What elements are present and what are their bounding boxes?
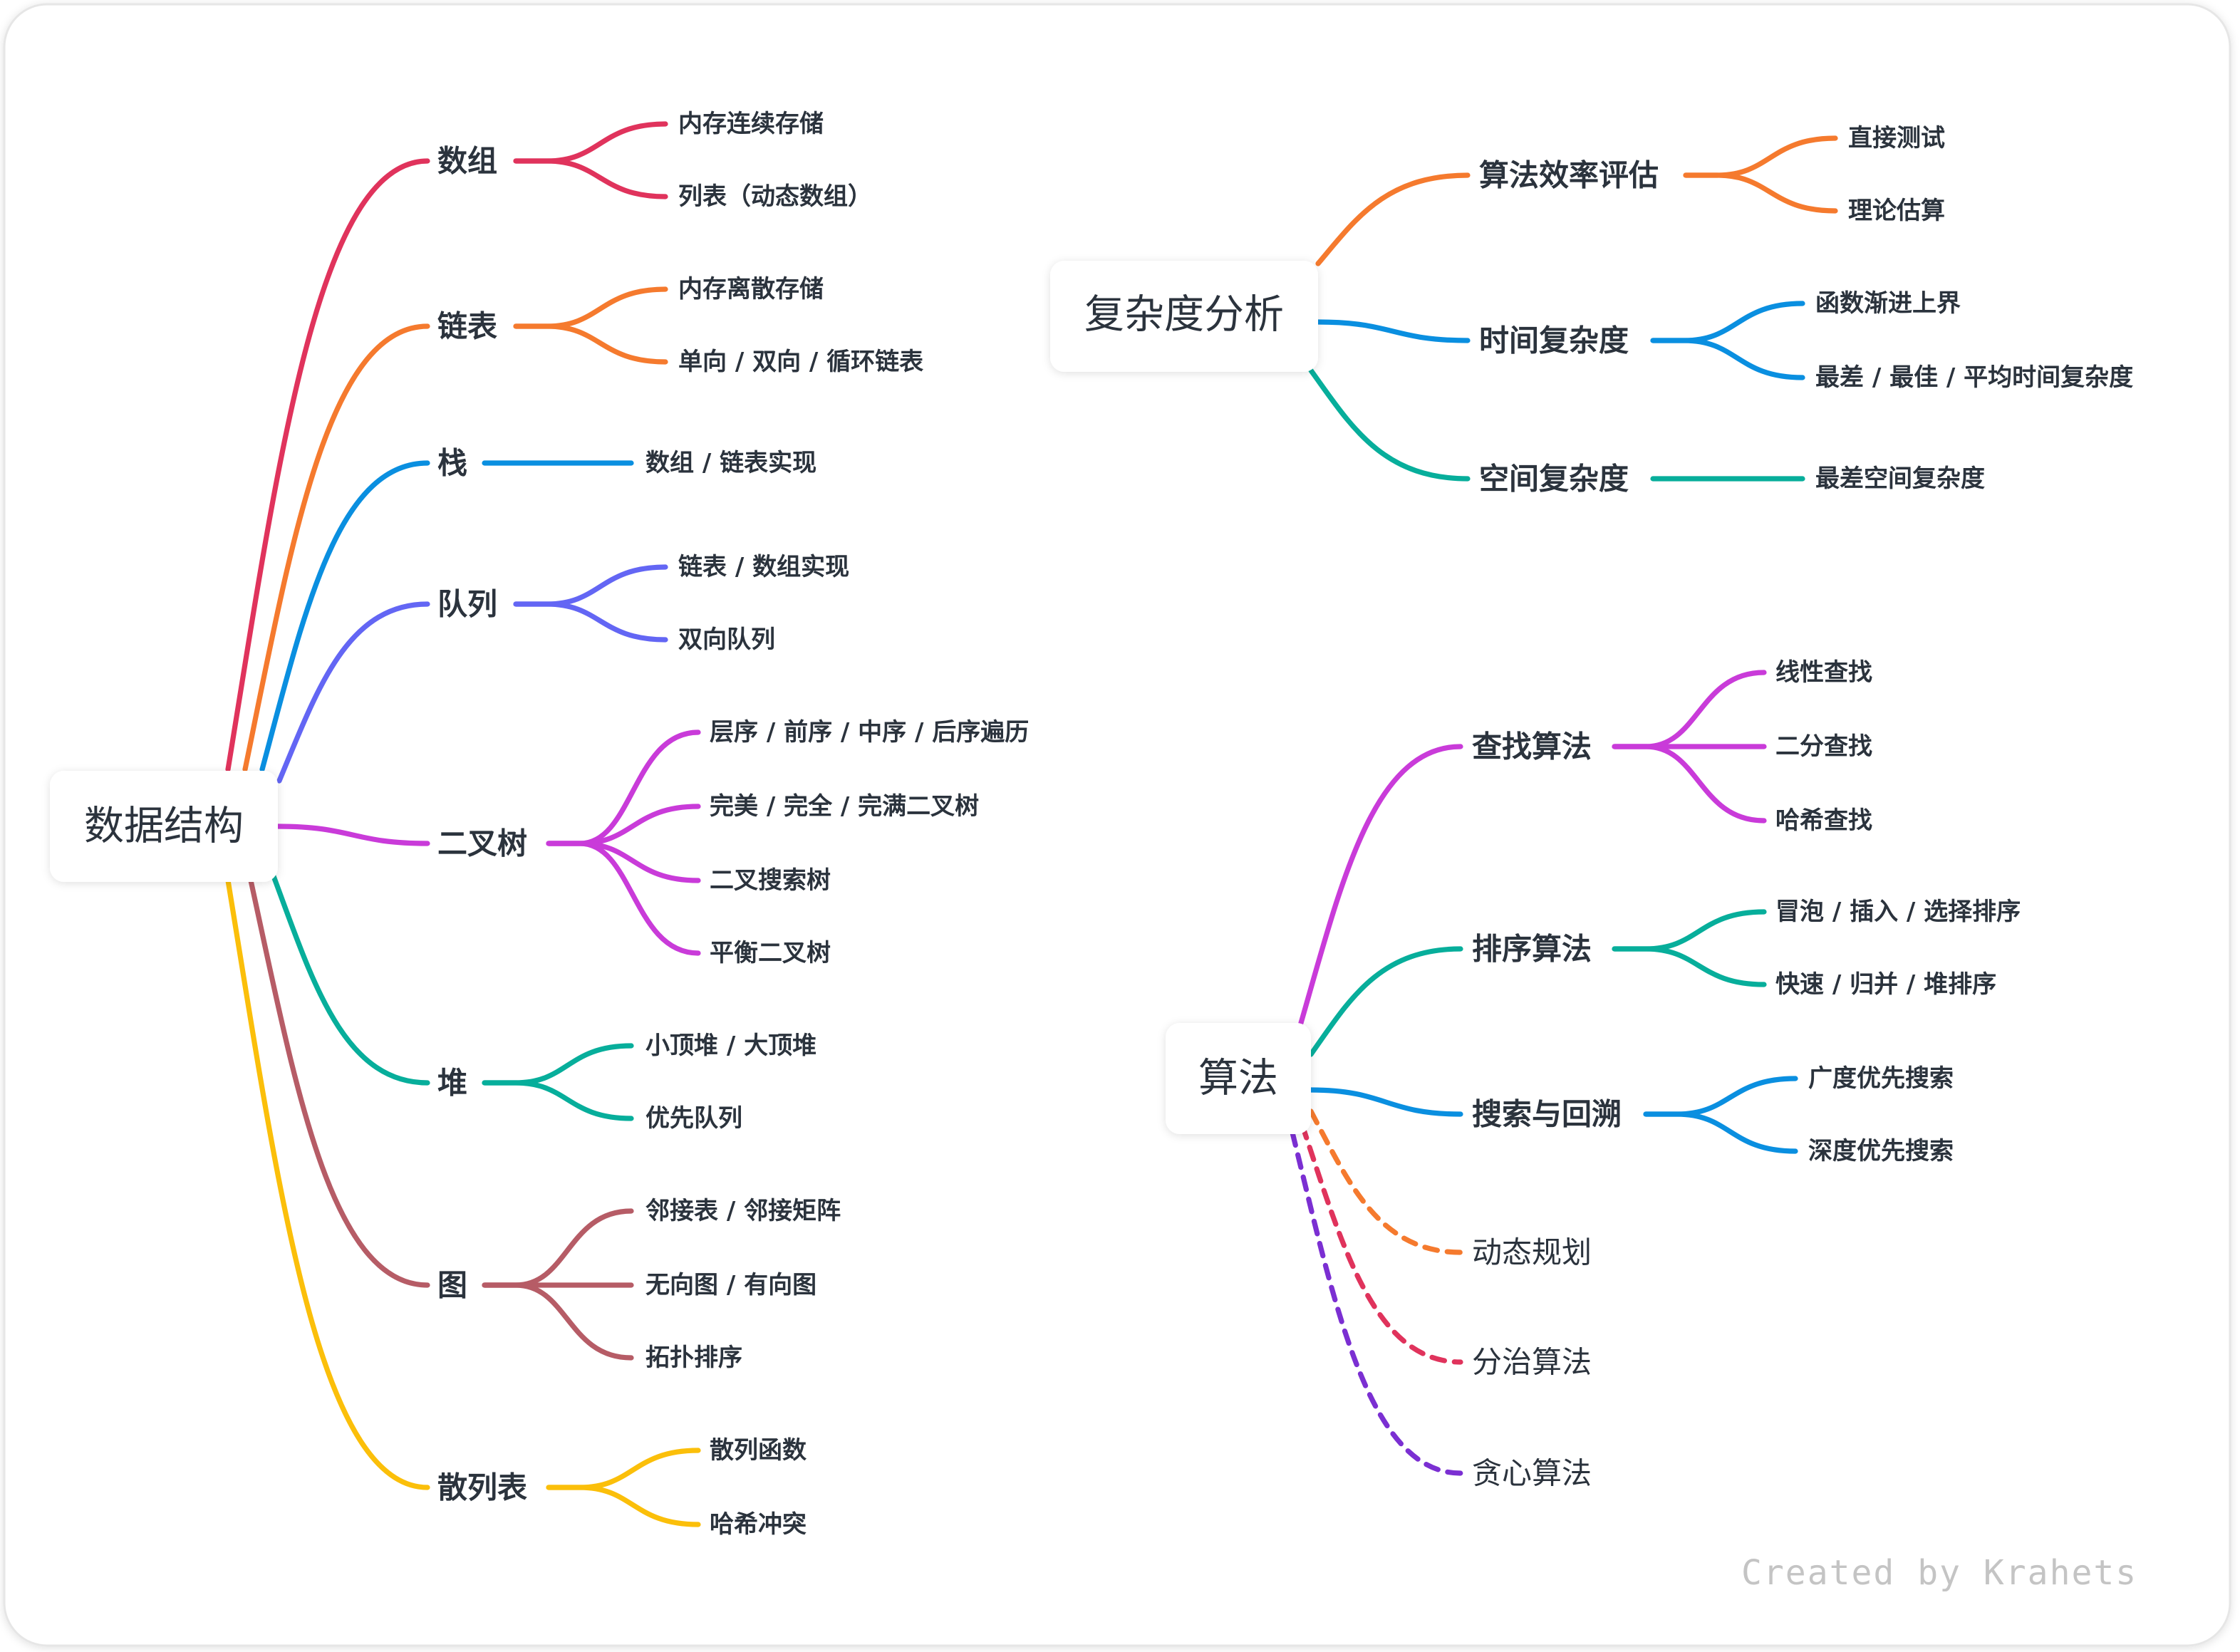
leaf[interactable]: 层序 / 前序 / 中序 / 后序遍历 xyxy=(710,718,1029,747)
leaf-edge xyxy=(513,158,668,199)
branch-edge xyxy=(271,873,430,1086)
leaf[interactable]: 优先队列 xyxy=(645,1104,742,1133)
leaf[interactable]: 平衡二叉树 xyxy=(710,939,831,967)
leaf[interactable]: 最差 / 最佳 / 平均时间复杂度 xyxy=(1815,363,2133,392)
node-search-backtracking[interactable]: 搜索与回溯 xyxy=(1472,1097,1622,1132)
leaf[interactable]: 完美 / 完全 / 完满二叉树 xyxy=(710,792,979,821)
branch-edge xyxy=(1300,1123,1463,1365)
leaf-edge xyxy=(513,601,668,643)
leaf[interactable]: 直接测试 xyxy=(1848,124,1945,152)
leaf[interactable]: 二叉搜索树 xyxy=(710,866,831,895)
root-node-complexity-box[interactable] xyxy=(1050,261,1318,372)
node-array[interactable]: 数组 xyxy=(437,144,497,179)
leaf[interactable]: 列表（动态数组） xyxy=(678,182,872,211)
branch-edge xyxy=(1308,946,1463,1057)
leaf[interactable]: 广度优先搜索 xyxy=(1808,1064,1954,1093)
node-space-complexity[interactable]: 空间复杂度 xyxy=(1479,462,1629,497)
watermark: Created by Krahets xyxy=(1741,1553,2137,1593)
node-heap[interactable]: 堆 xyxy=(437,1066,467,1101)
leaf[interactable]: 内存离散存储 xyxy=(678,275,824,303)
node-dynamic-programming[interactable]: 动态规划 xyxy=(1472,1235,1592,1270)
leaf[interactable]: 线性查找 xyxy=(1775,658,1872,687)
node-queue[interactable]: 队列 xyxy=(437,587,497,622)
root-node-complexity[interactable]: 复杂度分析 xyxy=(1084,292,1284,338)
root-node-algorithms-box[interactable] xyxy=(1166,1023,1311,1134)
branch-edge xyxy=(225,158,430,772)
leaf-edge xyxy=(482,1282,634,1361)
leaf-edge xyxy=(1612,744,1767,824)
leaf-edge xyxy=(1643,1111,1798,1154)
leaf[interactable]: 理论估算 xyxy=(1848,197,1945,225)
leaf[interactable]: 哈希冲突 xyxy=(710,1510,807,1539)
branch-edge xyxy=(1308,368,1471,482)
card-background xyxy=(3,3,2231,1647)
edges xyxy=(225,121,1838,1527)
leaf[interactable]: 数组 / 链表实现 xyxy=(645,449,816,477)
leaf-edge xyxy=(1650,338,1805,380)
root-node-data-structures-box[interactable] xyxy=(50,771,278,882)
branch-edge xyxy=(1298,744,1463,1026)
leaf[interactable]: 内存连续存储 xyxy=(678,110,824,138)
node-stack[interactable]: 栈 xyxy=(437,446,467,481)
branch-edge xyxy=(259,460,430,772)
node-time-complexity[interactable]: 时间复杂度 xyxy=(1479,323,1629,358)
branch-edge xyxy=(1315,172,1471,266)
branch-edge xyxy=(225,878,430,1490)
branch-edge xyxy=(1308,1087,1463,1117)
branch-edge xyxy=(1315,319,1471,343)
leaf[interactable]: 函数渐进上界 xyxy=(1815,289,1961,318)
node-searching[interactable]: 查找算法 xyxy=(1472,729,1592,764)
leaf[interactable]: 小顶堆 / 大顶堆 xyxy=(645,1032,816,1060)
leaf[interactable]: 散列函数 xyxy=(710,1436,807,1465)
node-divide-and-conquer[interactable]: 分治算法 xyxy=(1472,1345,1592,1380)
root-node-algorithms[interactable]: 算法 xyxy=(1198,1056,1278,1102)
leaf-edge xyxy=(513,323,668,365)
node-hash-table[interactable]: 散列表 xyxy=(437,1470,527,1505)
leaf[interactable]: 深度优先搜索 xyxy=(1808,1137,1954,1165)
leaf[interactable]: 双向队列 xyxy=(678,625,775,654)
branch-edge xyxy=(1308,1108,1463,1255)
leaf[interactable]: 邻接表 / 邻接矩阵 xyxy=(645,1197,841,1225)
node-linked-list[interactable]: 链表 xyxy=(437,309,497,344)
leaf-edge xyxy=(546,1485,701,1527)
branch-edge xyxy=(275,824,430,846)
leaf[interactable]: 哈希查找 xyxy=(1775,806,1872,835)
leaf-edge xyxy=(482,1080,634,1121)
branch-edge xyxy=(242,323,430,772)
leaf[interactable]: 单向 / 双向 / 循环链表 xyxy=(678,348,923,376)
leaf-edge xyxy=(546,841,701,956)
node-sorting[interactable]: 排序算法 xyxy=(1472,932,1592,967)
leaf[interactable]: 链表 / 数组实现 xyxy=(678,553,849,581)
leaf[interactable]: 拓扑排序 xyxy=(645,1344,742,1372)
leaf[interactable]: 快速 / 归并 / 堆排序 xyxy=(1775,970,1996,999)
leaf-edge xyxy=(1683,172,1838,214)
leaf[interactable]: 二分查找 xyxy=(1775,732,1872,761)
node-efficiency[interactable]: 算法效率评估 xyxy=(1479,158,1659,193)
branch-edge xyxy=(248,878,430,1288)
leaf[interactable]: 冒泡 / 插入 / 选择排序 xyxy=(1775,898,2021,926)
root-node-data-structures[interactable]: 数据结构 xyxy=(84,804,244,850)
node-greedy[interactable]: 贪心算法 xyxy=(1472,1456,1592,1491)
branch-edge xyxy=(1290,1130,1463,1476)
node-binary-tree[interactable]: 二叉树 xyxy=(437,826,527,861)
leaf[interactable]: 无向图 / 有向图 xyxy=(645,1271,816,1299)
node-graph[interactable]: 图 xyxy=(437,1268,467,1303)
leaf-edge xyxy=(1612,946,1767,987)
branch-edge xyxy=(276,601,430,784)
leaf[interactable]: 最差空间复杂度 xyxy=(1815,464,1985,493)
